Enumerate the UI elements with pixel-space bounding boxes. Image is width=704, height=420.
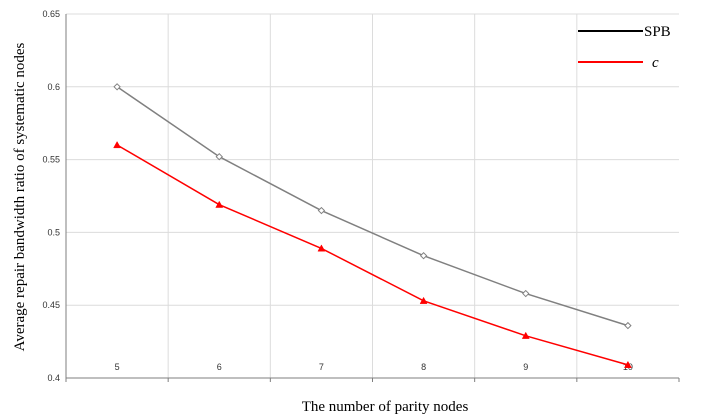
data-point-c (317, 244, 326, 252)
data-point-spb (215, 152, 223, 161)
data-point-c (215, 200, 224, 208)
data-point-spb (317, 206, 326, 215)
grid-lines (66, 13, 679, 378)
legend-label-spb: SPB (644, 24, 671, 40)
x-tick-label: 6 (217, 362, 222, 372)
data-point-spb (419, 251, 428, 260)
data-point-c (113, 141, 122, 149)
y-tick-label: 0.6 (47, 82, 60, 92)
x-axis-ticks: 5678910 (115, 362, 633, 372)
x-tick-label: 7 (319, 362, 324, 372)
data-point-spb (522, 289, 530, 298)
series-line-c (116, 144, 629, 366)
y-tick-label: 0.4 (47, 373, 60, 383)
y-axis-title: Average repair bandwidth ratio of system… (12, 42, 28, 351)
series-line-spb (116, 86, 629, 327)
x-axis-title: The number of parity nodes (302, 399, 469, 415)
y-tick-label: 0.65 (42, 9, 60, 19)
data-point-spb (624, 321, 632, 330)
x-tick-label: 8 (421, 362, 426, 372)
y-tick-label: 0.45 (42, 300, 60, 310)
legend: SPB c (578, 24, 671, 71)
y-axis-ticks: 0.4 0.45 0.5 0.55 0.6 0.65 (42, 9, 60, 383)
axes (65, 14, 680, 382)
legend-label-c: c (652, 55, 659, 71)
data-point-spb (113, 83, 121, 91)
y-tick-label: 0.5 (47, 227, 60, 237)
series-layer (113, 83, 632, 368)
y-tick-label: 0.55 (42, 155, 60, 165)
x-tick-label: 5 (115, 362, 120, 372)
x-tick-label: 9 (523, 362, 528, 372)
data-point-c (419, 296, 428, 304)
data-point-c (521, 331, 530, 339)
data-point-c (623, 360, 632, 368)
